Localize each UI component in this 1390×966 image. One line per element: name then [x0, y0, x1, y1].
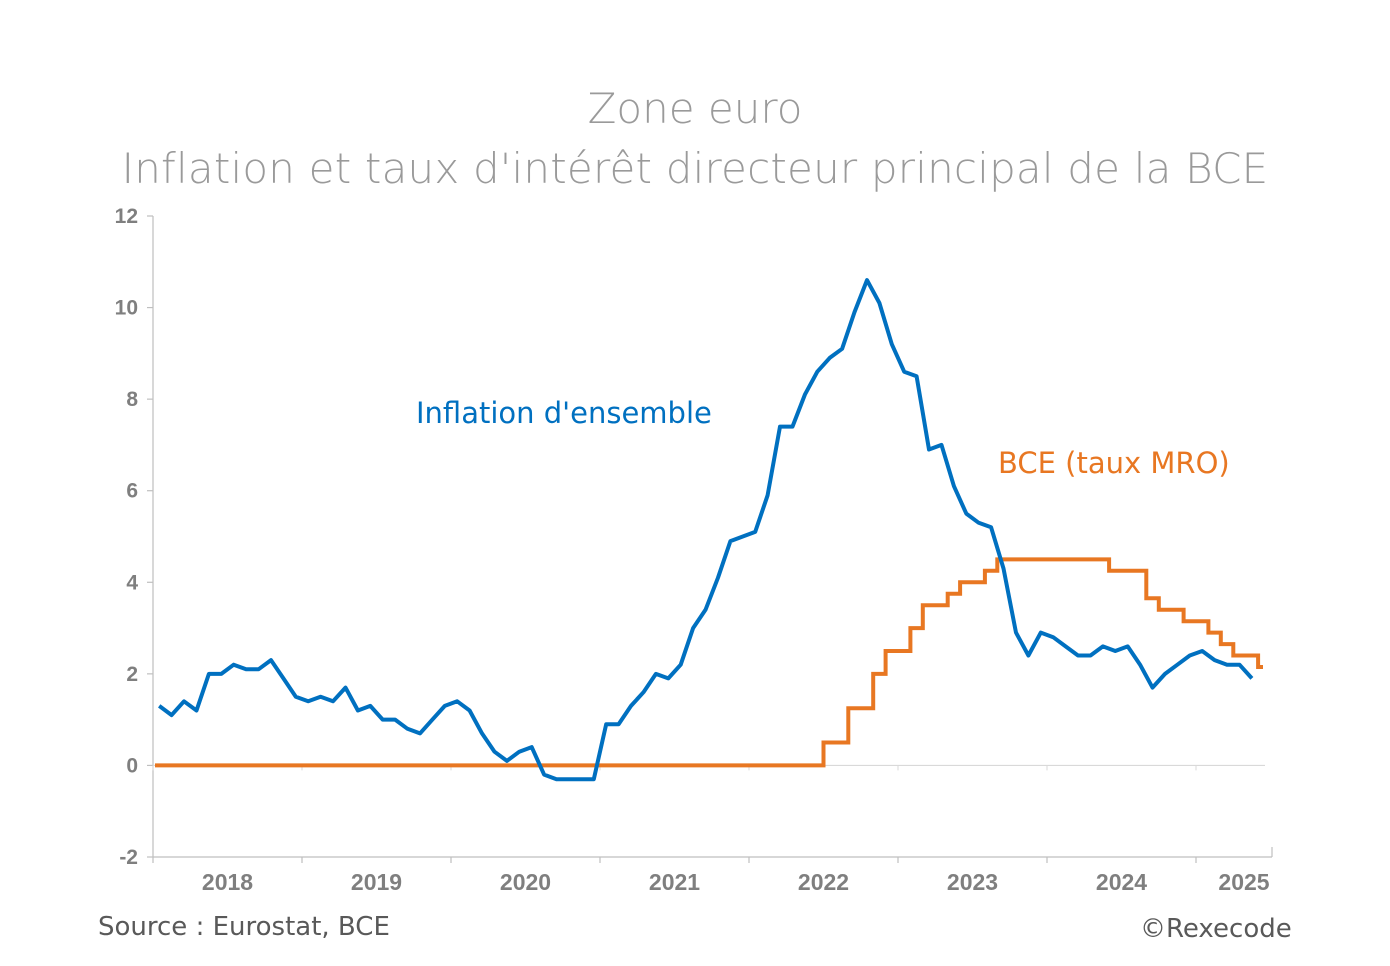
y-tick-label: 6	[126, 480, 138, 503]
inflation-line	[158, 278, 1254, 782]
chart-series	[155, 278, 1263, 782]
x-tick-label: 2024	[1096, 869, 1147, 895]
y-tick-label: 2	[126, 663, 138, 686]
source-note: Source : Eurostat, BCE	[98, 912, 390, 942]
x-tick-label: 2022	[798, 869, 849, 895]
y-tick-label: -2	[119, 846, 138, 869]
y-tick-label: 10	[115, 297, 138, 320]
bce-series-label: BCE (taux MRO)	[998, 446, 1230, 480]
y-tick-label: 12	[115, 205, 138, 228]
x-tick-label: 2018	[202, 869, 253, 895]
chart-axes: 12 10 8 6 4 2 0 -2 2018 2019 2020 2021 2022 2023 2024 2…	[115, 205, 1273, 895]
x-tick-label: 2023	[947, 869, 998, 895]
copyright-note: ©Rexecode	[1140, 914, 1292, 944]
x-tick-label: 2021	[649, 869, 700, 895]
x-tick-label: 2019	[351, 869, 402, 895]
x-tick-label: 2025	[1218, 869, 1269, 895]
chart-title: Zone euro	[587, 84, 803, 133]
y-tick-label: 0	[126, 754, 138, 777]
inflation-series-label: Inflation d'ensemble	[416, 396, 712, 430]
chart-subtitle: Inflation et taux d'intérêt directeur pr…	[121, 144, 1269, 193]
bce-rate-line	[155, 557, 1263, 768]
y-tick-label: 4	[126, 571, 138, 594]
x-tick-label: 2020	[500, 869, 551, 895]
y-tick-label: 8	[126, 388, 138, 411]
